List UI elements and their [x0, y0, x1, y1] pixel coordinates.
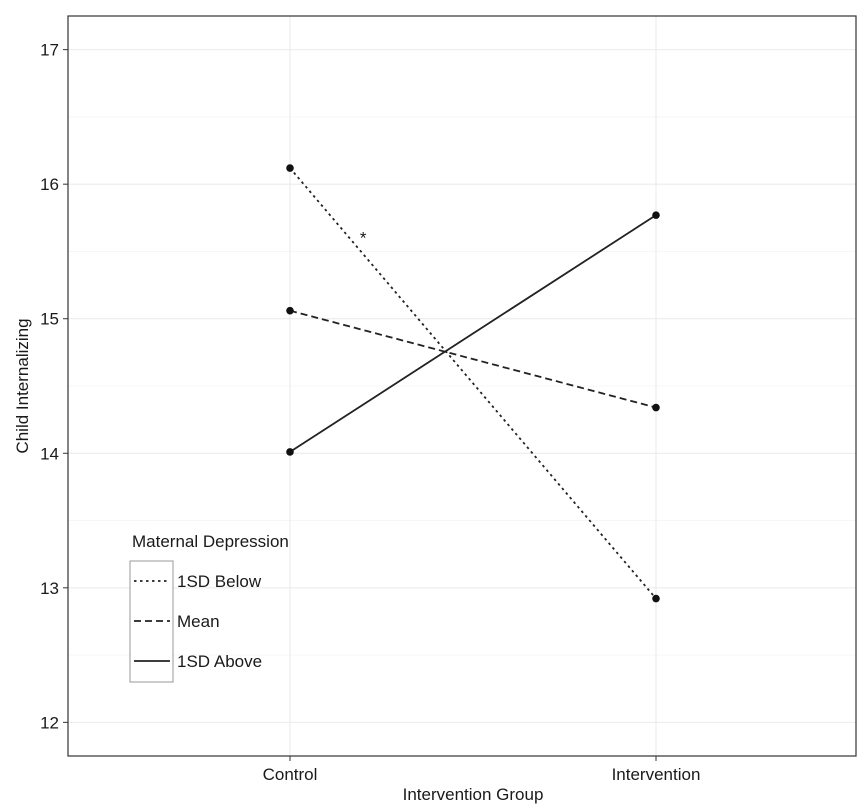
legend: Maternal Depression 1SD Below Mean 1SD Abo…: [129, 532, 289, 683]
significance-marker: *: [360, 228, 367, 247]
legend-label: 1SD Above: [177, 652, 262, 671]
legend-label: 1SD Below: [177, 572, 262, 591]
x-tick-label: Intervention: [612, 765, 701, 784]
y-tick-label: 15: [40, 310, 59, 329]
y-axis-title: Child Internalizing: [13, 318, 32, 453]
plot-panel-border: [67, 15, 857, 757]
y-tick-label: 13: [40, 579, 59, 598]
y-tick-label: 16: [40, 175, 59, 194]
x-tick-label: Control: [263, 765, 318, 784]
data-point: [286, 306, 294, 315]
data-point: [286, 164, 294, 172]
series-line: [289, 309, 657, 409]
x-axis-title: Intervention Group: [403, 785, 544, 804]
y-tick-label: 12: [40, 713, 59, 732]
data-point: [652, 403, 660, 412]
data-point: [286, 448, 294, 456]
data-point: [652, 594, 660, 603]
axis-ticks: 12 13 14 15 16 17 Control Intervention: [40, 41, 700, 784]
data-point: [652, 211, 660, 219]
legend-title: Maternal Depression: [132, 532, 289, 551]
y-tick-label: 14: [40, 444, 59, 463]
legend-items: 1SD Below Mean 1SD Above: [134, 572, 262, 671]
legend-label: Mean: [177, 612, 220, 631]
y-tick-label: 17: [40, 41, 59, 60]
annotations: *: [360, 228, 367, 247]
grid: [68, 16, 856, 756]
series-line: [289, 214, 657, 453]
data-points: [286, 164, 660, 603]
series-lines: [289, 167, 657, 600]
series-line: [289, 167, 657, 600]
